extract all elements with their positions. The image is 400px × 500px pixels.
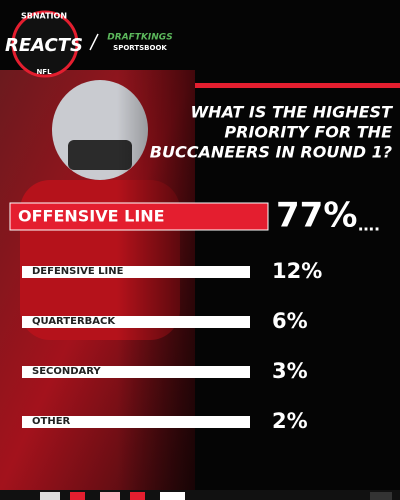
option-label: SECONDARY	[32, 366, 101, 377]
option-result: 77%	[276, 196, 357, 236]
question-line: BUCCANEERS IN ROUND 1?	[150, 143, 392, 162]
brand: SBNATION	[21, 12, 67, 21]
option-bar	[22, 266, 250, 278]
option-result: 3%	[272, 359, 308, 383]
options: OFFENSIVE LINE 77% …. DEFENSIVE LINE 12% QUAR…	[9, 196, 380, 433]
option-label: DEFENSIVE LINE	[32, 266, 124, 277]
league: NFL	[36, 68, 52, 76]
option-result: 12%	[272, 259, 322, 283]
option-label: QUARTERBACK	[32, 316, 116, 327]
ellipsis: ….	[358, 216, 380, 235]
option-label: OTHER	[32, 416, 71, 427]
option-bar	[22, 416, 250, 428]
partner-sub: SPORTSBOOK	[113, 44, 167, 52]
divider	[89, 33, 99, 51]
logo-ring	[11, 10, 79, 78]
question-line: PRIORITY FOR THE	[224, 123, 392, 142]
option-result: 2%	[272, 409, 308, 433]
question-line: WHAT IS THE HIGHEST	[191, 103, 394, 122]
option-label: OFFENSIVE LINE	[18, 207, 165, 226]
option-bar	[22, 366, 250, 378]
top-option-bar	[9, 202, 269, 231]
option-bar	[22, 316, 250, 328]
logo-text: REACTS	[5, 35, 83, 56]
option-result: 6%	[272, 309, 308, 333]
accent-line	[195, 83, 400, 88]
partner: DRAFTKINGS	[107, 33, 172, 43]
footer-strip	[0, 490, 400, 500]
